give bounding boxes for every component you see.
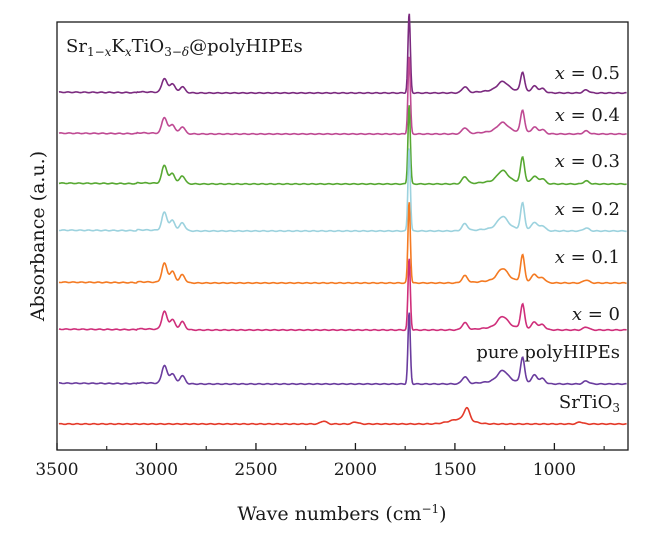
- series-label-7: pure polyHIPEs: [476, 342, 620, 363]
- series-label-2: x = 0.4: [555, 105, 620, 126]
- series-labels: x = 0.5 x = 0.4 x = 0.3 x = 0.2 x = 0.1 x = 0…: [476, 63, 620, 415]
- series-label-4: x = 0.2: [555, 199, 620, 220]
- x-axis-label: Wave numbers (cm−1): [237, 502, 446, 525]
- x-tick-label-2500: 2500: [234, 460, 277, 480]
- x-tick-label-3000: 3000: [135, 460, 178, 480]
- x-axis-ticks: 3500 3000 2500 2000 1500 1000: [35, 443, 605, 480]
- y-axis-label: Absorbance (a.u.): [27, 151, 49, 322]
- spectrum-line-8: [58, 406, 627, 426]
- series-label-3: x = 0.3: [555, 151, 620, 172]
- x-tick-label-2000: 2000: [334, 460, 377, 480]
- spectrum-line-7: [59, 312, 627, 386]
- spectrum-line-5: [58, 202, 627, 285]
- series-label-1: x = 0.5: [555, 63, 620, 84]
- spectrum-line-1: [58, 13, 627, 95]
- spectrum-line-4: [59, 148, 627, 233]
- plot-frame: [56, 21, 629, 451]
- x-tick-label-1500: 1500: [433, 460, 476, 480]
- chart-title: Sr1−xKxTiO3−δ@polyHIPEs: [66, 36, 303, 59]
- x-tick-label-1000: 1000: [533, 460, 576, 480]
- spectrum-line-2: [58, 56, 627, 136]
- series-layer: [58, 13, 627, 426]
- x-tick-label-3500: 3500: [35, 460, 78, 480]
- spectrum-line-6: [58, 258, 627, 332]
- spectrum-line-3: [58, 105, 627, 186]
- series-label-6: x = 0: [572, 304, 620, 325]
- series-label-5: x = 0.1: [555, 247, 620, 268]
- series-label-8: SrTiO3: [559, 392, 620, 415]
